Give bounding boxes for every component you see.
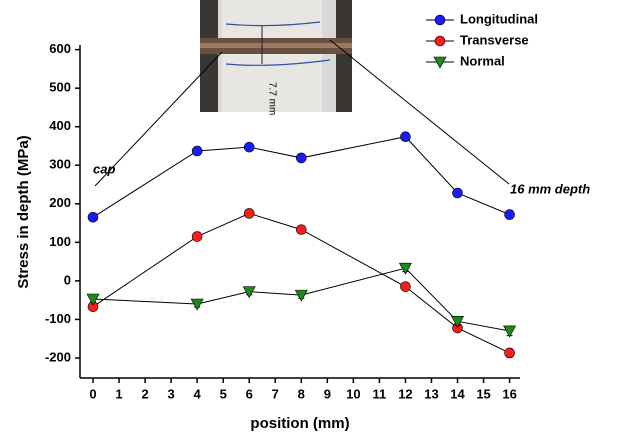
legend-label: Transverse: [460, 32, 529, 47]
x-tick-label: 16: [502, 386, 516, 401]
y-tick-label: 0: [64, 272, 71, 287]
data-point: [296, 224, 307, 235]
data-point: [398, 262, 412, 275]
inset-photo: 7.7 mm: [200, 0, 352, 115]
legend-marker: [434, 14, 446, 26]
data-point: [451, 316, 465, 328]
x-tick-label: 3: [168, 386, 175, 401]
legend-label: Longitudinal: [460, 11, 538, 26]
x-tick-label: 14: [450, 386, 465, 401]
x-tick-label: 12: [398, 386, 412, 401]
y-tick-label: 400: [49, 118, 71, 133]
data-point: [504, 209, 515, 220]
annotation: 16 mm depth: [510, 181, 590, 196]
data-point: [294, 289, 308, 302]
arrow: [329, 39, 510, 185]
data-point: [243, 141, 255, 153]
x-tick-label: 4: [194, 386, 202, 401]
x-tick-label: 8: [298, 386, 305, 401]
x-tick-label: 5: [220, 386, 227, 401]
legend-marker: [433, 56, 447, 69]
y-tick-label: 200: [49, 195, 71, 210]
data-point: [452, 187, 463, 199]
x-tick-label: 9: [324, 386, 331, 401]
data-point: [400, 281, 411, 292]
x-tick-label: 2: [141, 386, 148, 401]
y-tick-label: 600: [49, 41, 71, 56]
arrow: [94, 51, 223, 187]
y-tick-label: -100: [45, 311, 71, 326]
x-tick-label: 10: [346, 386, 360, 401]
x-tick-label: 13: [424, 386, 438, 401]
y-axis-title: Stress in depth (MPa): [15, 135, 32, 288]
data-point: [243, 208, 255, 219]
data-point: [86, 293, 100, 306]
y-tick-label: 100: [49, 234, 71, 249]
y-tick-label: 500: [49, 80, 71, 95]
x-tick-label: 1: [115, 386, 122, 401]
data-point: [400, 131, 411, 143]
x-axis-title: position (mm): [250, 415, 349, 432]
x-tick-label: 11: [373, 386, 387, 401]
inset-label: 7.7 mm: [266, 82, 277, 115]
series-line: [92, 136, 510, 218]
x-tick-label: 15: [476, 386, 490, 401]
y-tick-label: -200: [45, 349, 71, 364]
data-point: [296, 152, 307, 164]
x-tick-label: 7: [272, 386, 279, 401]
data-point: [191, 145, 203, 157]
x-tick-label: 6: [246, 386, 253, 401]
legend-marker: [434, 35, 446, 47]
data-point: [504, 347, 515, 359]
y-tick-label: 300: [49, 157, 71, 172]
data-point: [503, 325, 517, 338]
data-point: [87, 211, 99, 223]
data-point: [242, 286, 256, 299]
data-point: [190, 298, 204, 311]
annotation: cap: [93, 161, 115, 176]
data-point: [191, 231, 203, 242]
x-tick-label: 0: [89, 386, 96, 401]
legend-label: Normal: [460, 53, 505, 68]
